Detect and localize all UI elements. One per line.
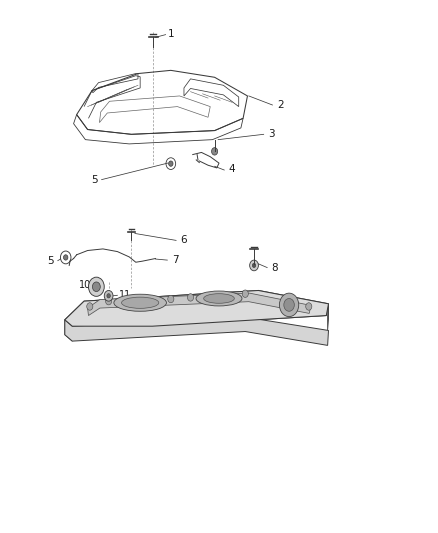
Text: 11: 11 — [119, 290, 131, 300]
Text: 1: 1 — [167, 29, 174, 38]
Text: 7: 7 — [172, 255, 179, 265]
Circle shape — [279, 293, 299, 317]
Circle shape — [187, 294, 194, 301]
Circle shape — [92, 282, 100, 292]
Circle shape — [306, 303, 312, 310]
Circle shape — [242, 290, 248, 297]
Circle shape — [250, 260, 258, 271]
Text: 2: 2 — [277, 100, 284, 110]
Circle shape — [169, 161, 173, 166]
Circle shape — [284, 298, 294, 311]
Ellipse shape — [196, 291, 242, 306]
Polygon shape — [65, 320, 72, 341]
Circle shape — [88, 277, 104, 296]
Circle shape — [64, 255, 68, 260]
Circle shape — [107, 294, 110, 298]
Polygon shape — [65, 290, 328, 326]
Circle shape — [212, 148, 218, 155]
Polygon shape — [88, 293, 311, 316]
Circle shape — [252, 263, 256, 268]
Circle shape — [106, 297, 112, 305]
Text: 4: 4 — [229, 165, 236, 174]
Circle shape — [104, 290, 113, 301]
Circle shape — [168, 295, 174, 303]
Text: 3: 3 — [268, 130, 275, 139]
Text: 10: 10 — [79, 280, 92, 290]
Ellipse shape — [204, 294, 234, 303]
Circle shape — [87, 303, 93, 310]
Polygon shape — [65, 317, 328, 345]
Polygon shape — [65, 290, 328, 326]
Text: 5: 5 — [91, 175, 98, 184]
Ellipse shape — [121, 297, 159, 308]
Text: 8: 8 — [271, 263, 278, 272]
Ellipse shape — [114, 294, 166, 311]
Text: 5: 5 — [47, 256, 54, 265]
Text: 6: 6 — [180, 235, 187, 245]
